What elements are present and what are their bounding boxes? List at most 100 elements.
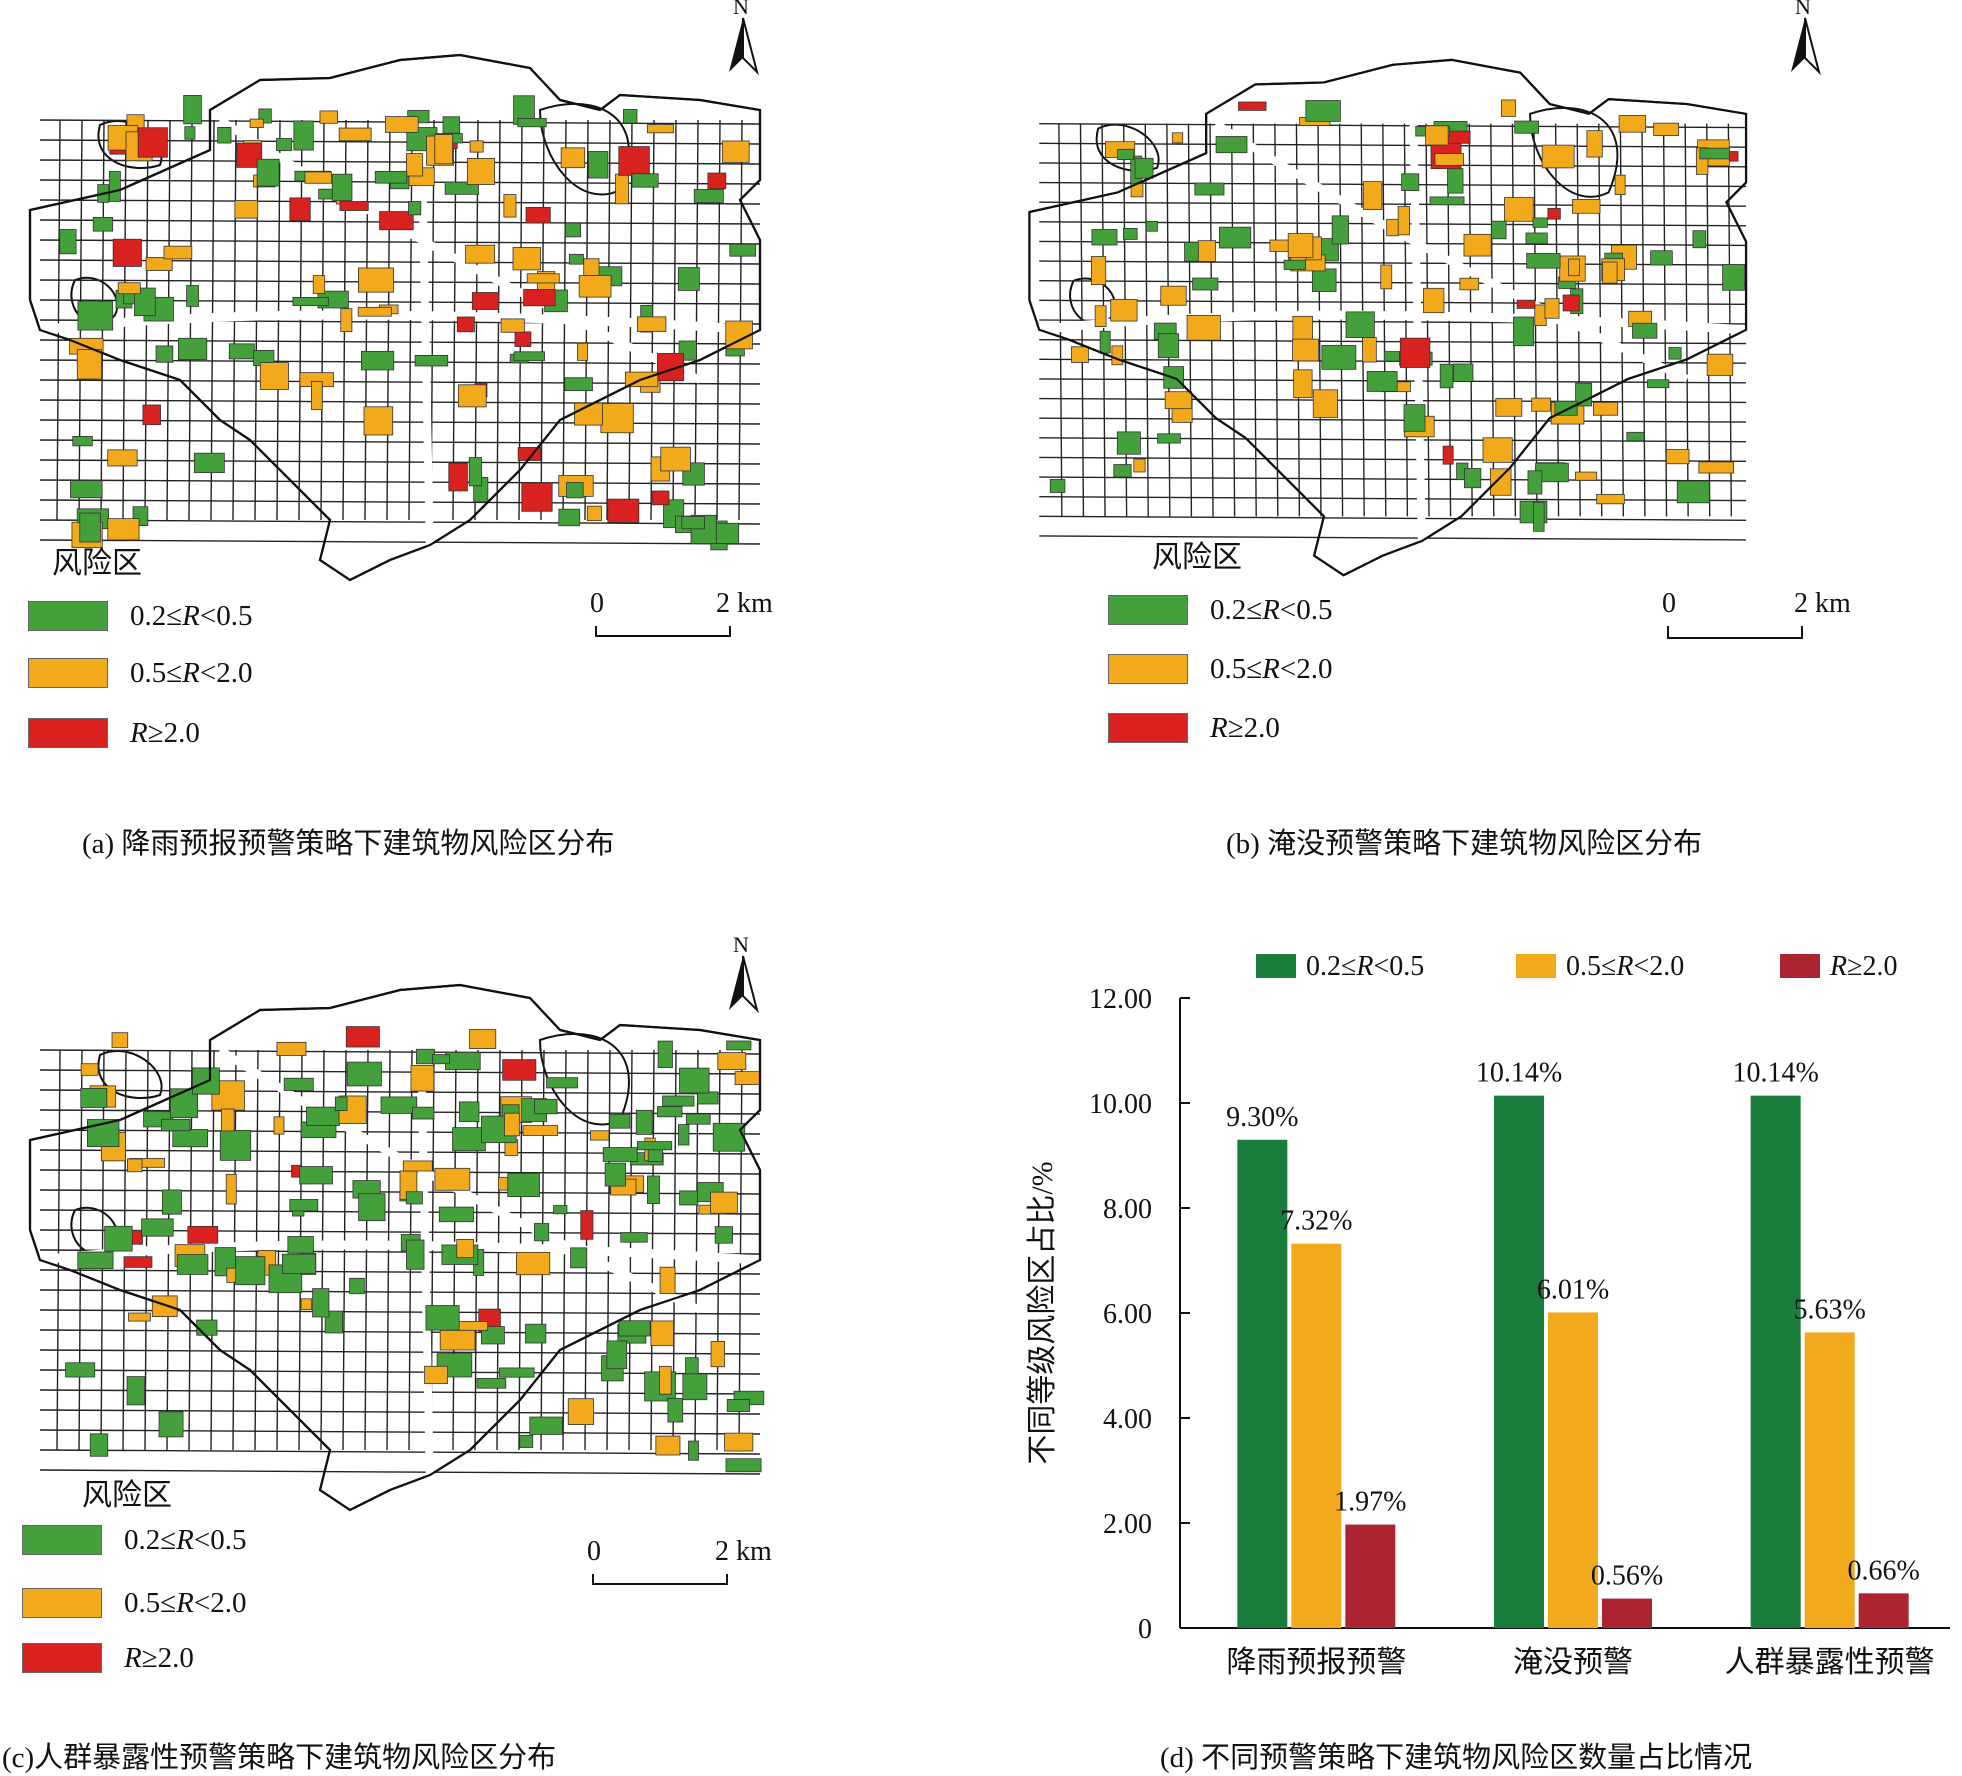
risk-patch	[456, 1321, 489, 1331]
bar	[1750, 1095, 1801, 1628]
risk-patch	[151, 1295, 178, 1318]
risk-patch	[117, 282, 141, 295]
risk-patch	[184, 126, 196, 140]
caption-c: (c)人群暴露性预警策略下建筑物风险区分布	[2, 1742, 557, 1774]
risk-patch	[1650, 250, 1673, 266]
risk-patch	[516, 1251, 551, 1276]
risk-patch	[564, 377, 593, 392]
bar-data-label: 10.14%	[1733, 1058, 1819, 1089]
risk-patch	[1110, 298, 1138, 322]
risk-patch	[1513, 316, 1535, 347]
risk-patch	[659, 1266, 676, 1294]
risk-patch	[434, 1167, 471, 1191]
risk-patch	[656, 352, 685, 382]
bar	[1602, 1598, 1652, 1628]
risk-patch	[466, 158, 496, 185]
risk-patch	[679, 1067, 710, 1094]
risk-patch	[602, 1147, 638, 1162]
risk-patch	[457, 384, 487, 408]
risk-patches	[1049, 99, 1745, 532]
risk-patch	[1380, 264, 1393, 290]
risk-patch	[1586, 130, 1603, 158]
risk-patch	[161, 1118, 191, 1132]
map-panel-c: N 风险区 0.2≤R<0.5 0.5≤R<2.0 R≥2.0 0 2 km (…	[0, 930, 980, 1774]
risk-patch	[1562, 294, 1580, 312]
risk-patch	[1345, 311, 1375, 338]
scale-bar: 0 2 km	[1660, 588, 1860, 648]
y-tick-label: 12.00	[1089, 984, 1152, 1015]
risk-patch	[526, 273, 560, 284]
risk-patch	[1071, 346, 1089, 363]
risk-patch	[471, 292, 500, 310]
legend-swatch	[1780, 954, 1820, 978]
risk-patch	[1184, 241, 1199, 262]
risk-patch	[1533, 501, 1545, 532]
risk-patch	[1321, 345, 1357, 370]
risk-patch	[469, 1029, 497, 1049]
risk-patch	[476, 1377, 507, 1389]
risk-patch	[141, 1218, 174, 1237]
risk-patch	[458, 1101, 480, 1123]
legend-item-mid: 0.5≤R<2.0	[22, 1581, 247, 1625]
risk-patch	[80, 1063, 99, 1076]
scale-start: 0	[587, 1536, 601, 1567]
risk-patch	[1164, 391, 1193, 410]
risk-patch	[522, 1125, 559, 1136]
risk-patch	[80, 1087, 108, 1108]
risk-patch	[1516, 299, 1536, 309]
risk-patch	[533, 1223, 550, 1242]
risk-patch	[1171, 132, 1184, 144]
risk-patch	[1116, 431, 1141, 455]
risk-patch	[586, 505, 602, 522]
risk-patch	[721, 140, 750, 163]
risk-patch	[300, 1298, 313, 1310]
legend-swatch	[22, 1643, 102, 1673]
risk-patch	[580, 1210, 594, 1240]
risk-patch	[145, 257, 173, 271]
risk-patch	[128, 1312, 151, 1322]
risk-patch	[1453, 363, 1474, 382]
legend-swatch	[1108, 654, 1188, 684]
bar-chart: 0 2.00 4.00 6.00 8.00 10.00 12.00 不同等级风险区占比/% 9.…	[1026, 951, 1950, 1679]
risk-patch	[1526, 253, 1561, 269]
risk-patch	[1219, 226, 1252, 249]
risk-patch	[339, 201, 369, 211]
risk-patch	[521, 482, 553, 512]
legend-label: 0.5≤R<2.0	[1566, 951, 1684, 982]
risk-patch	[1459, 277, 1480, 291]
risk-patch	[456, 316, 475, 333]
risk-patch	[340, 308, 353, 333]
risk-patch	[299, 1166, 333, 1185]
bar	[1804, 1332, 1855, 1628]
risk-patch	[710, 1191, 738, 1214]
risk-patch	[1401, 173, 1420, 191]
risk-patch	[697, 1091, 719, 1105]
risk-patch	[503, 194, 517, 218]
risk-patch	[187, 1225, 219, 1244]
risk-patch	[456, 1239, 474, 1259]
risk-patch	[1699, 147, 1730, 160]
legend-swatch	[28, 658, 108, 688]
risk-patch	[346, 1061, 382, 1087]
risk-patch	[468, 457, 483, 487]
risk-patch	[583, 258, 600, 276]
risk-patch	[360, 350, 395, 371]
risk-patch	[1575, 471, 1598, 481]
risk-patch	[1495, 398, 1523, 417]
risk-patch	[133, 287, 156, 317]
risk-patch	[220, 1108, 235, 1132]
y-tick-label: 10.00	[1089, 1089, 1152, 1120]
legend-item-low: 0.2≤R<0.5	[1108, 588, 1333, 632]
risk-patch	[1425, 125, 1449, 146]
risk-patch	[567, 1398, 594, 1425]
bar-data-label: 6.01%	[1537, 1274, 1609, 1305]
risk-patch	[1160, 285, 1187, 306]
risk-patch	[289, 1199, 319, 1212]
scale-end: 2 km	[1794, 588, 1851, 619]
risk-patch	[534, 1098, 558, 1115]
risk-patch	[1122, 227, 1138, 240]
legend-label: R≥2.0	[130, 716, 200, 749]
bar	[1858, 1593, 1909, 1628]
risk-patch	[196, 1319, 218, 1336]
risk-patch	[176, 1254, 209, 1275]
